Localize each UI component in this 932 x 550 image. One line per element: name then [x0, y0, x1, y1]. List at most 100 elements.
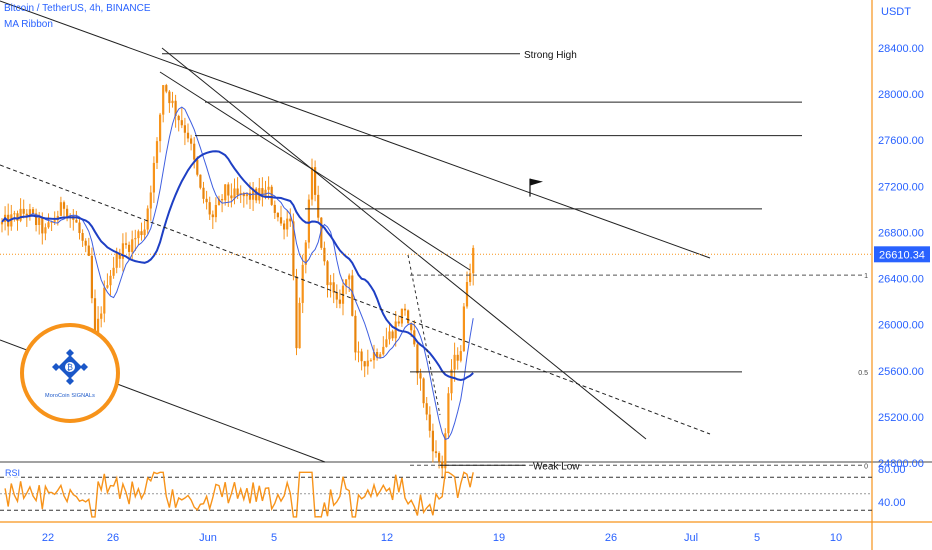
candle-body [140, 231, 143, 236]
candle-body [183, 125, 186, 133]
candle-body [369, 360, 372, 362]
binance-diamond-icon: ₿ [52, 349, 88, 385]
time-axis-label: 22 [42, 532, 54, 544]
candle-body [394, 321, 397, 339]
candle-body [403, 308, 407, 311]
candle-body [44, 227, 47, 234]
rsi-axis-label: 40.00 [878, 497, 906, 509]
candle-body [115, 252, 118, 268]
time-axis-label: 5 [754, 532, 760, 544]
candle-body [276, 212, 279, 218]
candle-body [199, 174, 202, 188]
trendline-steep [161, 47, 647, 440]
candle-body [242, 192, 245, 197]
candle-body [431, 430, 434, 452]
candle-body [307, 199, 310, 243]
candle-body [146, 208, 149, 230]
candle-body [180, 120, 183, 126]
candle-body [286, 218, 289, 230]
candle-body [434, 451, 438, 454]
candle-body [444, 433, 447, 469]
indicator-label[interactable]: MA Ribbon [4, 19, 53, 30]
candle-body [345, 279, 348, 286]
candle-body [236, 188, 239, 196]
candle-body [438, 453, 441, 462]
candle-body [230, 195, 233, 199]
time-axis-label: 26 [107, 532, 119, 544]
candle-body [137, 231, 140, 239]
fib-ratio-label: 0.5 [858, 370, 868, 377]
candle-body [376, 352, 379, 358]
candle-body [388, 331, 391, 340]
price-axis-label: 26000.00 [878, 320, 924, 332]
candle-body [84, 240, 87, 246]
candle-body [416, 344, 419, 374]
candlestick-series [0, 83, 475, 479]
candle-body [245, 192, 248, 197]
candle-body [47, 222, 50, 228]
rsi-axis-label: 80.00 [878, 464, 906, 476]
price-axis-label: 25200.00 [878, 412, 924, 424]
rsi-label[interactable]: RSI [4, 468, 22, 478]
currency-unit-label[interactable]: USDT [881, 6, 911, 18]
price-axis-label: 28400.00 [878, 43, 924, 55]
candle-body [261, 188, 264, 197]
last-price-badge [874, 246, 930, 263]
price-axis-label: 27600.00 [878, 135, 924, 147]
candle-body [22, 208, 25, 214]
candle-body [329, 282, 332, 286]
candle-body [168, 91, 171, 104]
candle-body [472, 247, 475, 274]
candle-body [152, 162, 155, 193]
candle-body [248, 192, 252, 200]
candle-body [360, 351, 363, 362]
candle-body [28, 209, 31, 216]
candle-body [289, 218, 292, 222]
candle-body [38, 217, 41, 226]
candle-body [301, 264, 304, 303]
candle-body [50, 221, 53, 223]
candle-body [25, 213, 28, 216]
candle-body [177, 115, 180, 121]
candle-body [100, 313, 103, 319]
price-axis-label: 26400.00 [878, 274, 924, 286]
candle-body [87, 245, 90, 256]
price-axis-label: 27200.00 [878, 181, 924, 193]
time-axis-label: Jun [199, 532, 217, 544]
rsi-line [4, 471, 474, 518]
candle-body [202, 187, 205, 199]
candle-body [304, 242, 307, 265]
logo-symbol: ₿ [67, 363, 73, 372]
candle-body [295, 276, 298, 349]
candle-body [310, 167, 314, 200]
candle-body [13, 213, 16, 215]
channel-midline [0, 164, 711, 435]
symbol-title[interactable]: Bitcoin / TetherUS, 4h, BINANCE [4, 3, 151, 14]
candle-body [19, 208, 22, 221]
candle-body [320, 217, 323, 248]
candle-body [453, 354, 456, 370]
candle-body [97, 318, 100, 334]
candle-body [31, 209, 35, 214]
candle-body [155, 141, 159, 163]
candle-body [366, 360, 369, 367]
candle-body [165, 85, 168, 92]
candle-body [109, 275, 112, 286]
candle-body [450, 369, 453, 394]
candle-body [103, 287, 106, 314]
candle-body [131, 239, 134, 252]
fib-ratio-label: 1 [864, 273, 868, 280]
candle-body [227, 184, 230, 196]
candle-body [0, 221, 4, 225]
candle-body [162, 85, 165, 115]
candle-body [190, 138, 193, 144]
logo-text: MoroCoin SIGNALs [45, 393, 95, 399]
candle-body [149, 192, 152, 209]
candle-body [221, 199, 224, 201]
candle-body [211, 214, 214, 218]
candle-body [338, 299, 341, 304]
candle-body [382, 346, 385, 355]
candle-body [121, 243, 124, 259]
candle-body [314, 167, 317, 195]
